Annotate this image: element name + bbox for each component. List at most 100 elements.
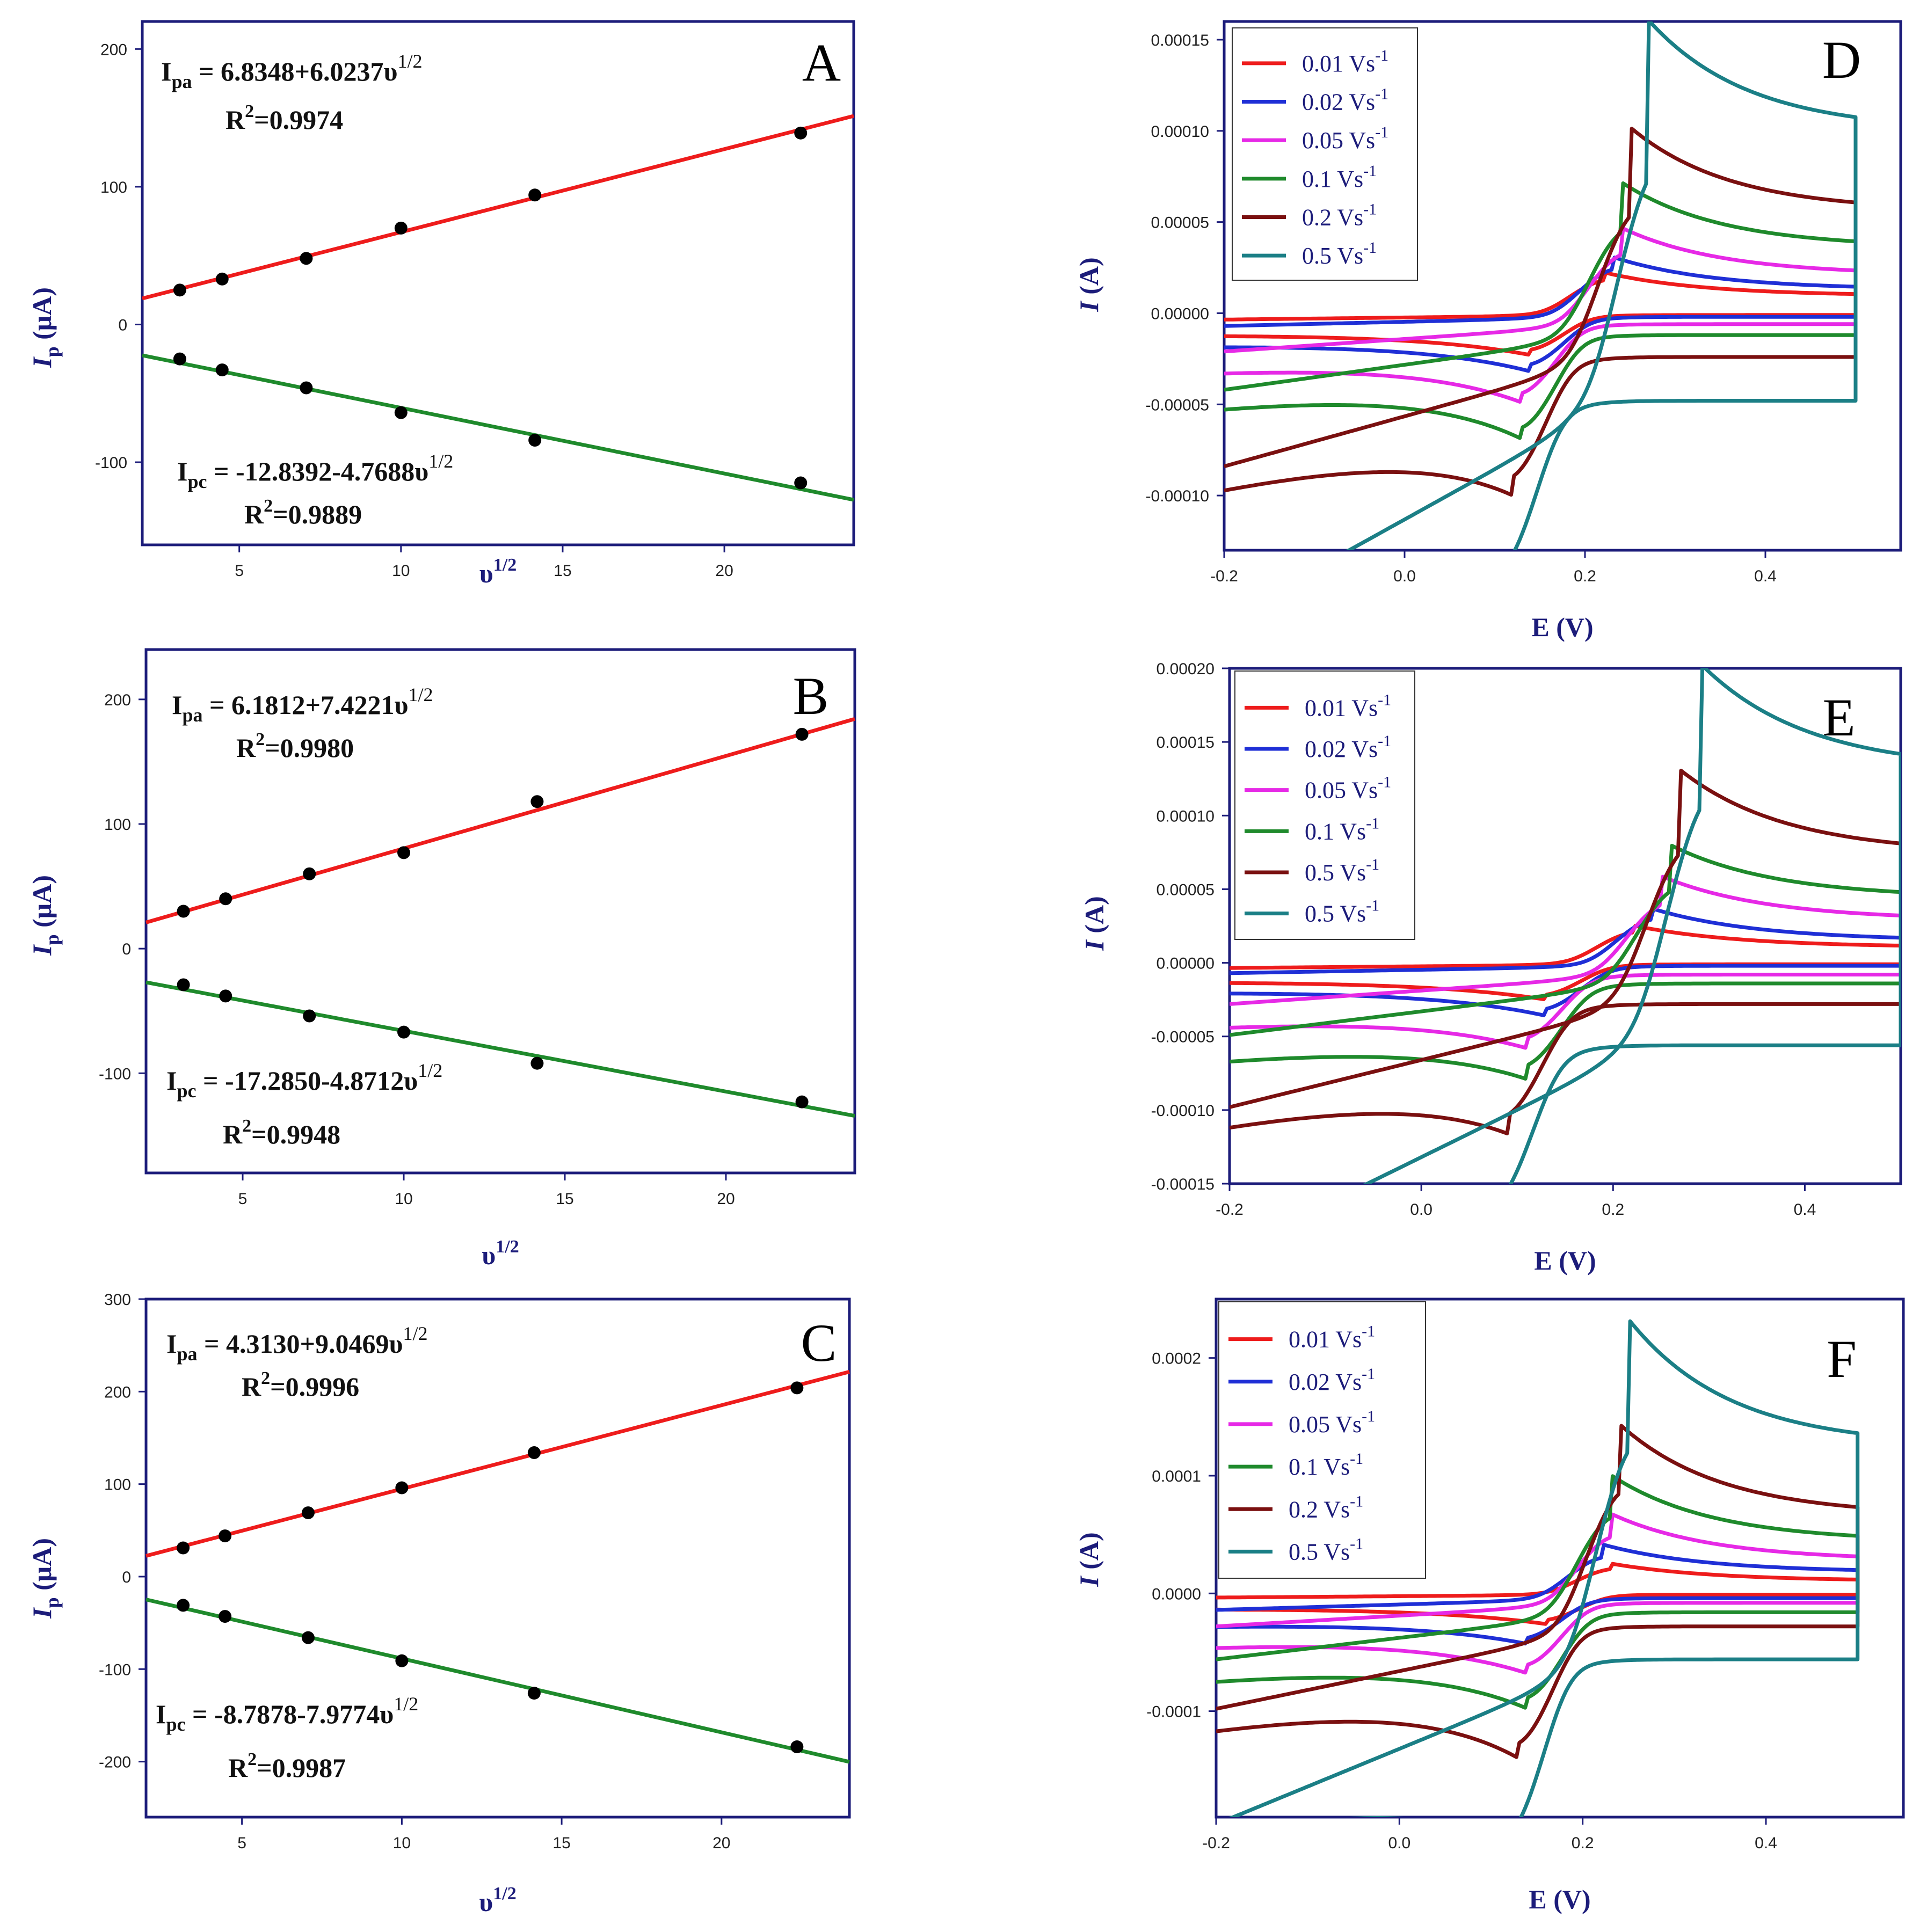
data-point	[177, 905, 190, 918]
panel-letter: F	[1827, 1329, 1857, 1389]
legend: 0.01 Vs-1 0.02 Vs-1 0.05 Vs-1 0.1 Vs-1 0.2 V…	[1218, 1301, 1426, 1579]
y-axis-title: Ip (μA)	[27, 287, 63, 368]
y-tick-label: 100	[100, 179, 127, 196]
y-tick-label: 0.00020	[1157, 660, 1215, 678]
data-point	[394, 406, 408, 419]
data-point	[215, 363, 229, 377]
equation-label: Ipc = -17.2850-4.8712υ1/2	[166, 1060, 442, 1102]
y-tick-label: 0.0001	[1152, 1468, 1201, 1485]
y-tick-label: -0.00005	[1151, 1029, 1215, 1046]
legend-entry: 0.2 Vs-1	[1289, 1492, 1363, 1522]
y-axis-title: Ip (μA)	[27, 1538, 63, 1619]
data-point	[395, 1481, 409, 1494]
x-tick-label: 15	[556, 1190, 573, 1208]
x-tick-label: 20	[715, 562, 733, 580]
y-tick-label: -0.00015	[1151, 1176, 1215, 1193]
x-axis-title: E (V)	[1531, 612, 1593, 642]
fit-line	[146, 717, 855, 924]
data-point	[795, 1095, 809, 1109]
panel-c: 5 10 15 20 -200 -100 0 100 200 300 Cυ1/2 Ip (μA) Ipa…	[27, 1291, 851, 1917]
legend-entry: 0.01 Vs-1	[1302, 47, 1388, 77]
x-tick-label: 0.4	[1794, 1201, 1816, 1219]
legend-box	[1232, 27, 1418, 281]
data-point	[177, 978, 190, 991]
x-tick-label: 10	[395, 1190, 412, 1208]
r-squared-label: R2=0.9980	[236, 730, 354, 763]
y-tick-label: 0.00005	[1157, 881, 1215, 899]
panel-b: 5 10 15 20 -100 0 100 200 Bυ1/2 Ip (μA) Ipa = 6.18…	[27, 648, 856, 1270]
data-point	[301, 1631, 315, 1644]
x-tick-label: 0.4	[1754, 567, 1777, 585]
cv-curve	[1230, 769, 1901, 1135]
y-tick-label: 0.00005	[1151, 214, 1209, 232]
r-squared-label: R2=0.9974	[226, 101, 343, 135]
data-point	[219, 989, 232, 1003]
fit-line	[146, 1369, 850, 1558]
series-ipc	[142, 352, 854, 502]
y-tick-label: 0.00000	[1157, 955, 1215, 973]
data-point	[395, 1654, 409, 1667]
y-tick-label: 0.00015	[1151, 32, 1209, 49]
x-tick-label: 15	[554, 562, 571, 580]
data-point	[177, 1541, 190, 1555]
x-tick-label: 0.0	[1410, 1201, 1432, 1219]
y-tick-label: 300	[104, 1291, 131, 1309]
legend-entry: 0.5 Vs-1	[1289, 1535, 1363, 1565]
x-tick-label: 15	[552, 1834, 570, 1852]
data-point	[528, 434, 542, 447]
fit-line	[142, 353, 854, 502]
panel-e: -0.2 0.0 0.2 0.4 -0.00015 -0.00010 -0.00005 0.0…	[1079, 660, 1902, 1275]
panel-letter: D	[1822, 30, 1861, 90]
data-point	[300, 381, 313, 395]
data-point	[303, 867, 316, 880]
y-tick-label: 0	[122, 941, 131, 958]
cv-curves	[1216, 1319, 1860, 1817]
panel-letter: A	[802, 33, 841, 92]
data-point	[397, 1025, 410, 1039]
data-point	[300, 252, 313, 265]
data-point	[219, 1529, 232, 1543]
x-tick-label: -0.2	[1202, 1834, 1230, 1852]
data-point	[794, 476, 808, 490]
legend: 0.01 Vs-1 0.02 Vs-1 0.05 Vs-1 0.1 Vs-1 0.2 V…	[1232, 27, 1418, 281]
data-point	[301, 1506, 315, 1520]
data-point	[794, 126, 808, 140]
legend-box	[1234, 670, 1415, 940]
legend-entry: 0.5 Vs-1	[1305, 897, 1379, 927]
legend-entry: 0.1 Vs-1	[1289, 1450, 1363, 1480]
y-tick-label: 0	[122, 1569, 131, 1586]
y-axis-title: I (A)	[1079, 896, 1109, 951]
x-tick-label: 20	[717, 1190, 735, 1208]
y-tick-label: -100	[99, 1661, 131, 1679]
fit-line	[146, 980, 855, 1118]
x-tick-label: -0.2	[1210, 567, 1238, 585]
data-point	[790, 1740, 804, 1754]
x-tick-label: 0.0	[1388, 1834, 1410, 1852]
data-point	[790, 1381, 804, 1395]
legend-entry: 0.01 Vs-1	[1305, 691, 1391, 721]
x-axis-title: E (V)	[1534, 1245, 1596, 1275]
y-tick-label: -100	[95, 454, 127, 472]
equation-label: Ipc = -8.7878-7.9774υ1/2	[156, 1693, 418, 1735]
data-point	[173, 352, 186, 366]
legend-entry: 0.05 Vs-1	[1289, 1408, 1375, 1438]
x-tick-label: 20	[712, 1834, 730, 1852]
plot-frame	[1223, 20, 1902, 552]
x-tick-label: -0.2	[1216, 1201, 1244, 1219]
legend-entry: 0.01 Vs-1	[1289, 1323, 1375, 1353]
panel-f: -0.2 0.0 0.2 0.4 -0.0001 0.0000 0.0001 0.0002 F E…	[1074, 1297, 1905, 1914]
cv-curve	[1228, 1319, 1860, 1817]
data-point	[215, 272, 229, 286]
x-tick-label: 10	[392, 562, 410, 580]
y-tick-label: 0	[118, 316, 127, 334]
panel-a: 5 10 15 20 -100 0 100 200 Aυ1/2 Ip (μA) Ipa = 6.83…	[27, 20, 855, 588]
cv-curve	[1230, 907, 1901, 1017]
data-point	[528, 188, 542, 202]
y-tick-label: 0.00010	[1157, 807, 1215, 825]
equation-label: Ipa = 6.1812+7.4221υ1/2	[172, 684, 433, 726]
x-axis-title: E (V)	[1529, 1884, 1590, 1914]
equation-label: Ipa = 6.8348+6.0237υ1/2	[161, 50, 422, 92]
r-squared-label: R2=0.9889	[244, 496, 362, 529]
legend-entry: 0.1 Vs-1	[1302, 162, 1377, 192]
